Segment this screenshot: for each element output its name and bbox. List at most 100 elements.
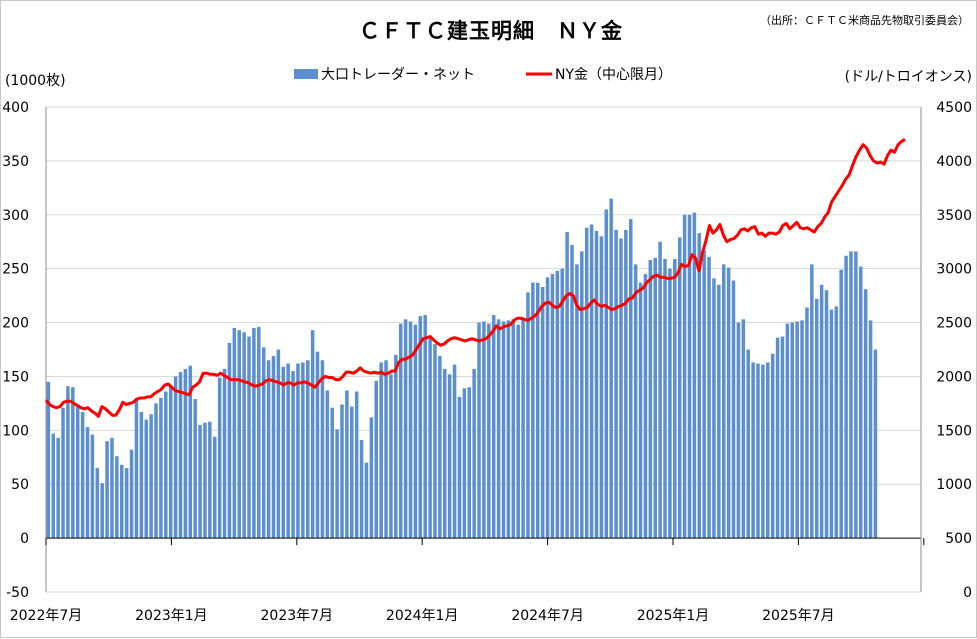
bar (418, 316, 423, 539)
bar (413, 324, 418, 539)
bar (594, 230, 599, 539)
bar (208, 421, 212, 539)
bar (472, 368, 476, 539)
bar (756, 363, 760, 539)
bar (863, 289, 868, 539)
bar (643, 274, 648, 539)
bar (369, 417, 374, 539)
x-tick-label: 2024年7月 (511, 608, 584, 624)
bar (95, 468, 100, 539)
x-tick-label: 2024年1月 (386, 608, 459, 624)
bar (496, 319, 501, 539)
bar (692, 212, 697, 539)
bar (305, 360, 310, 539)
left-axis-label: (1000枚) (5, 73, 66, 89)
bar (859, 266, 863, 539)
bar (516, 324, 520, 539)
bar (252, 327, 256, 539)
bar (819, 284, 824, 539)
right-tick-label: 0 (963, 585, 972, 601)
bar (447, 374, 452, 539)
bar (501, 321, 506, 539)
bar (51, 433, 55, 539)
price-line (44, 138, 906, 418)
bar (511, 319, 516, 539)
legend-label-bar: 大口トレーダー・ネット (321, 67, 475, 83)
bar (168, 386, 173, 539)
bar (359, 440, 364, 539)
bar (673, 258, 677, 539)
bar (565, 232, 569, 539)
chart-source: （出所：ＣＦＴＣ米商品先物取引委員会） (760, 13, 969, 27)
bar (570, 244, 574, 539)
bar (154, 403, 158, 539)
bar (61, 407, 65, 539)
bar (173, 376, 178, 539)
bar (242, 332, 246, 539)
bar (487, 323, 491, 539)
bar (286, 363, 290, 539)
left-tick-label: 200 (2, 316, 29, 332)
bar (188, 365, 193, 539)
left-tick-label: 300 (2, 208, 29, 224)
bar (628, 219, 633, 539)
bar (345, 390, 349, 539)
bar (531, 282, 535, 539)
bar (560, 268, 564, 539)
bar (536, 282, 540, 539)
bar (663, 258, 667, 539)
bar (580, 251, 584, 539)
bar (247, 336, 251, 539)
bar (340, 404, 344, 539)
legend-swatch-bar (294, 69, 318, 79)
bar (310, 330, 315, 539)
bar (164, 391, 168, 539)
bar (751, 362, 755, 539)
bar (775, 337, 780, 539)
bar (134, 398, 139, 539)
bar (668, 268, 672, 539)
bar (467, 387, 471, 539)
bar (149, 414, 153, 539)
x-tick-label: 2025年7月 (762, 608, 835, 624)
left-tick-label: 100 (2, 423, 29, 439)
bar (849, 251, 853, 539)
left-tick-label: 150 (2, 369, 29, 385)
bar (85, 427, 90, 539)
bar (120, 464, 124, 539)
right-tick-label: 1500 (936, 423, 972, 439)
bar (330, 407, 334, 539)
chart-title: ＣＦＴＣ建玉明細 ＮＹ金 (359, 19, 623, 43)
bar (506, 320, 511, 539)
bar (398, 323, 403, 539)
right-tick-label: 4000 (936, 154, 972, 170)
bar (115, 456, 119, 539)
bar (873, 349, 878, 539)
bar (526, 292, 530, 539)
bar (766, 362, 770, 539)
bar (237, 330, 241, 539)
bar-series (46, 198, 878, 539)
bar (540, 286, 545, 539)
bar (222, 368, 227, 539)
bar (584, 227, 589, 539)
bar (71, 387, 75, 539)
tick-labels: -500501001502002503003504000500100015002… (2, 100, 972, 624)
bar (296, 363, 300, 539)
bar (682, 214, 687, 539)
bar (266, 360, 271, 539)
bar (829, 309, 834, 539)
bar (384, 360, 388, 539)
bar (790, 322, 795, 539)
legend: 大口トレーダー・ネット NY金（中心限月） (294, 67, 672, 83)
bar (212, 436, 217, 539)
legend-label-line: NY金（中心限月） (555, 67, 672, 83)
bar (203, 422, 207, 539)
bar (261, 347, 266, 539)
bar (677, 237, 682, 539)
bar (550, 274, 555, 539)
bar (408, 321, 413, 539)
bar (854, 251, 858, 539)
bar (428, 335, 432, 539)
